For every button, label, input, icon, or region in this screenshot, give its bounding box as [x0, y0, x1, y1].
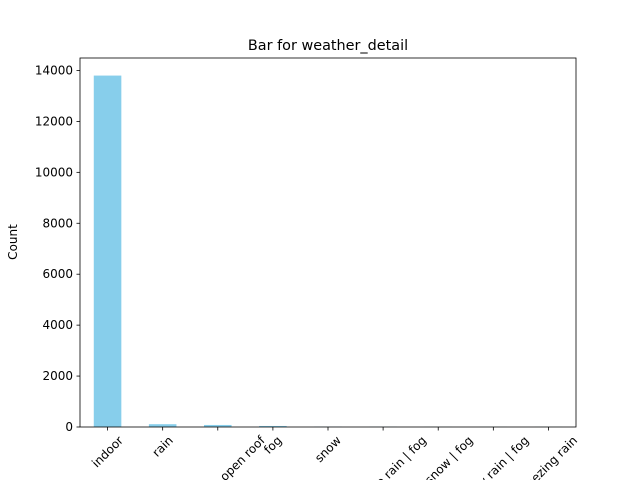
x-tick-label: moderate rain | fog [337, 433, 429, 480]
x-tick-label: retractable open roof [168, 433, 268, 480]
x-tick-label: snow [312, 433, 344, 465]
y-tick-label: 14000 [35, 63, 73, 77]
bar [259, 425, 287, 427]
y-axis-label: Count [6, 224, 20, 260]
bar [93, 75, 122, 428]
x-tick-label: indoor [89, 433, 126, 470]
y-tick-label: 0 [65, 420, 73, 434]
bar [148, 424, 177, 427]
x-tick-label: fog [261, 433, 284, 456]
y-tick-label: 4000 [42, 318, 73, 332]
chart-title: Bar for weather_detail [248, 38, 408, 54]
y-tick-label: 12000 [35, 114, 73, 128]
y-tick-label: 6000 [42, 267, 73, 281]
x-tick-label: rain [150, 433, 176, 459]
y-tick-label: 10000 [35, 165, 73, 179]
y-tick-label: 8000 [42, 216, 73, 230]
bar [204, 424, 232, 427]
axes-frame [79, 57, 577, 428]
y-tick-label: 2000 [42, 369, 73, 383]
